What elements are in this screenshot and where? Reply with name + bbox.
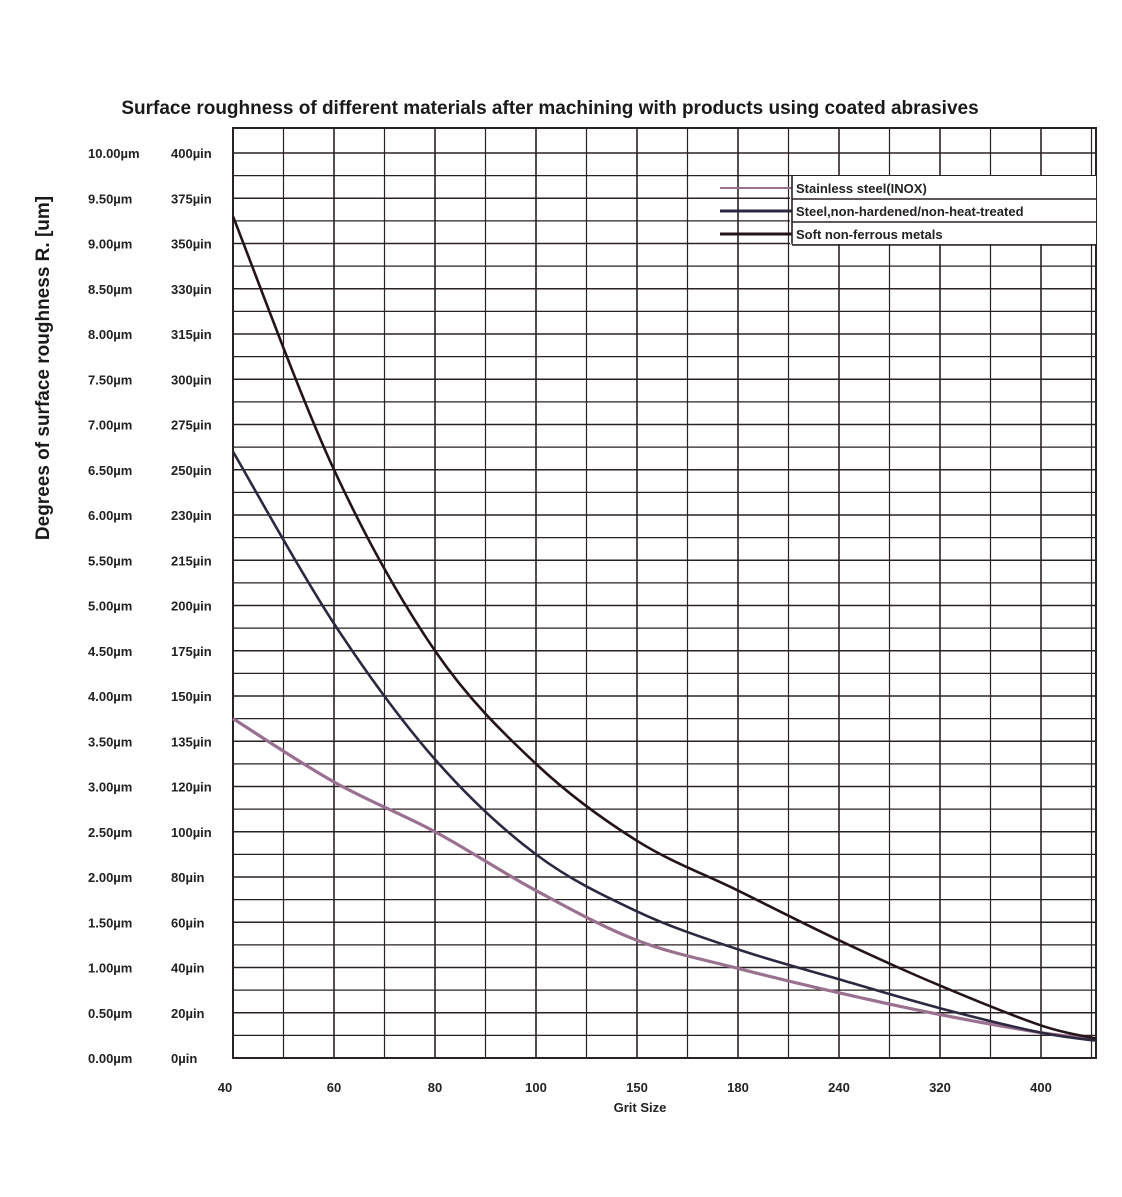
chart-grid <box>232 127 1097 1059</box>
y-tick-label-uin: 80µin <box>171 870 205 885</box>
plot-frame <box>232 127 1097 1059</box>
y-tick-label-uin: 0µin <box>171 1051 197 1066</box>
x-tick-labels: 40 60 80 100 150 180 240 320 400 <box>218 1080 1052 1095</box>
y-tick-label-uin: 175µin <box>171 644 212 659</box>
legend-box <box>790 176 1096 244</box>
y-tick-label-uin: 375µin <box>171 191 212 206</box>
y-tick-label-uin: 315µin <box>171 327 212 342</box>
y-tick-label-um: 3.00µm <box>88 780 132 795</box>
y-tick-label-um: 8.00µm <box>88 327 132 342</box>
y-tick-label-uin: 400µin <box>171 146 212 161</box>
x-tick-label: 60 <box>327 1080 341 1095</box>
series-line-3 <box>231 215 1097 1040</box>
y-tick-label-uin: 60µin <box>171 915 205 930</box>
chart-series-layer <box>231 215 1097 1042</box>
y-tick-label-um: 7.00µm <box>88 418 132 433</box>
y-tick-label-um: 1.00µm <box>88 961 132 976</box>
x-tick-label: 240 <box>828 1080 850 1095</box>
x-tick-label: 40 <box>218 1080 232 1095</box>
y-tick-label-uin: 135µin <box>171 734 212 749</box>
y-tick-label-um: 1.50µm <box>88 915 132 930</box>
y-tick-label-um: 9.00µm <box>88 237 132 252</box>
y-tick-label-uin: 350µin <box>171 237 212 252</box>
y-tick-label-um: 8.50µm <box>88 282 132 297</box>
y-axis-label: Degrees of surface roughness R. [um] <box>33 196 54 540</box>
y-tick-label-uin: 230µin <box>171 508 212 523</box>
x-tick-label: 400 <box>1030 1080 1052 1095</box>
y-tick-label-um: 10.00µm <box>88 146 140 161</box>
y-tick-label-um: 2.00µm <box>88 870 132 885</box>
series-line-1 <box>232 717 1097 1041</box>
y-tick-label-um: 7.50µm <box>88 372 132 387</box>
y-tick-label-um: 0.00µm <box>88 1051 132 1066</box>
y-tick-label-um: 5.00µm <box>88 599 132 614</box>
y-tick-label-um: 0.50µm <box>88 1006 132 1021</box>
series-line-2 <box>231 450 1097 1042</box>
y-tick-label-um: 6.00µm <box>88 508 132 523</box>
y-tick-label-um: 5.50µm <box>88 553 132 568</box>
y-tick-label-uin: 100µin <box>171 825 212 840</box>
x-tick-label: 80 <box>428 1080 442 1095</box>
legend-label: Soft non-ferrous metals <box>796 227 943 242</box>
y-tick-label-uin: 300µin <box>171 372 212 387</box>
y-tick-label-um: 4.00µm <box>88 689 132 704</box>
y-tick-label-uin: 330µin <box>171 282 212 297</box>
y-tick-label-um: 2.50µm <box>88 825 132 840</box>
y-tick-label-uin: 250µin <box>171 463 212 478</box>
y-tick-label-uin: 200µin <box>171 599 212 614</box>
y-tick-labels-um: 10.00µm 9.50µm 9.00µm 8.50µm 8.00µm 7.50µm 7.0… <box>88 146 140 1066</box>
x-axis-label: Grit Size <box>614 1100 667 1115</box>
legend-label: Steel,non-hardened/non-heat-treated <box>796 204 1024 219</box>
y-tick-label-uin: 215µin <box>171 553 212 568</box>
x-tick-label: 150 <box>626 1080 648 1095</box>
y-tick-label-um: 9.50µm <box>88 191 132 206</box>
chart-legend: Stainless steel(INOX) Steel,non-hardened/… <box>720 176 1096 246</box>
y-tick-label-uin: 275µin <box>171 418 212 433</box>
y-tick-label-um: 4.50µm <box>88 644 132 659</box>
y-tick-label-uin: 40µin <box>171 961 205 976</box>
chart-title: Surface roughness of different materials… <box>121 98 978 119</box>
y-tick-label-um: 6.50µm <box>88 463 132 478</box>
y-tick-label-uin: 120µin <box>171 780 212 795</box>
x-tick-label: 180 <box>727 1080 749 1095</box>
y-tick-label-uin: 150µin <box>171 689 212 704</box>
x-tick-label: 320 <box>929 1080 951 1095</box>
y-tick-label-um: 3.50µm <box>88 734 132 749</box>
y-tick-labels-uin: 400µin 375µin 350µin 330µin 315µin 300µin 275µ… <box>171 146 212 1066</box>
y-tick-label-uin: 20µin <box>171 1006 205 1021</box>
legend-label: Stainless steel(INOX) <box>796 181 927 196</box>
x-tick-label: 100 <box>525 1080 547 1095</box>
